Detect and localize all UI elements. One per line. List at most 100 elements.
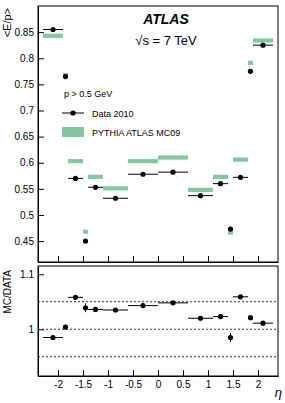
y-tick-mark	[38, 84, 44, 85]
legend-label: Data 2010	[92, 109, 134, 119]
x-tick	[258, 256, 259, 262]
x-tick-label: 0	[156, 379, 162, 390]
x-tick-mark	[233, 370, 234, 376]
legend-swatch	[62, 127, 84, 137]
x-tick	[108, 256, 109, 262]
y-tick-mark	[38, 329, 44, 330]
data-point	[218, 314, 223, 319]
y-tick-mark	[38, 137, 44, 138]
x-tick-label: 1.5	[227, 379, 241, 390]
y-tick-mark	[38, 215, 44, 216]
y-tick-mark	[38, 58, 44, 59]
x-tick-label: -0.5	[125, 379, 143, 390]
mc-box	[128, 159, 158, 163]
y-tick: 0.75	[15, 79, 44, 90]
subtitle: √s = 7 TeV	[135, 33, 197, 48]
x-tick-mark	[183, 256, 184, 262]
frame	[38, 266, 278, 376]
data-point	[260, 43, 265, 48]
x-tick-mark	[233, 256, 234, 262]
title: ATLAS	[142, 11, 189, 27]
x-tick	[183, 256, 184, 262]
y-axis: 0.450.50.550.60.650.70.750.80.85	[15, 7, 44, 263]
y-tick-mark	[38, 241, 44, 242]
y-tick-label: 0.7	[20, 105, 34, 116]
x-tick-mark	[258, 256, 259, 262]
x-tick-mark	[183, 370, 184, 376]
y-tick: 0.85	[15, 27, 44, 38]
mc-box	[213, 175, 228, 179]
data-point	[63, 324, 68, 329]
data-point	[238, 175, 243, 180]
y-tick-label: 0.6	[20, 157, 34, 168]
y-tick: 1.1	[20, 269, 44, 280]
x-tick-mark	[208, 370, 209, 376]
x-tick-label: 2	[256, 379, 262, 390]
x-tick-mark	[83, 256, 84, 262]
y-axis-title: <E/p>	[1, 8, 13, 37]
x-tick: -2	[54, 370, 63, 390]
y-tick-label: 0.75	[15, 79, 35, 90]
x-tick: -1	[104, 370, 113, 390]
y-axis-title: MC/DATA	[2, 270, 13, 314]
x-tick	[158, 256, 159, 262]
reference-line	[38, 329, 278, 330]
legend-swatch	[70, 110, 75, 115]
data-point	[238, 294, 243, 299]
y-tick-label: 0.65	[15, 131, 35, 142]
mc-box	[68, 159, 83, 163]
data-point	[170, 300, 175, 305]
mc-box	[188, 188, 213, 192]
x-axis-line	[39, 262, 279, 263]
legend: Data 2010 PYTHIA ATLAS MC09	[62, 109, 180, 138]
data-point	[93, 185, 98, 190]
mc-box	[103, 186, 128, 190]
x-tick-label: -2	[54, 379, 63, 390]
y-tick: 0.5	[20, 210, 44, 221]
chart: 0.450.50.550.60.650.70.750.80.85ATLAS√s …	[0, 0, 285, 403]
x-tick-mark	[83, 370, 84, 376]
data-point	[50, 335, 55, 340]
reference-line	[38, 356, 278, 357]
data-point	[73, 176, 78, 181]
y-axis-line	[38, 7, 39, 263]
x-tick	[233, 256, 234, 262]
x-tick-mark	[158, 256, 159, 262]
x-tick-mark	[58, 256, 59, 262]
x-tick-mark	[108, 370, 109, 376]
data-point	[218, 181, 223, 186]
x-tick-label: -1	[104, 379, 113, 390]
mc-box	[233, 158, 248, 162]
data-point	[228, 226, 233, 231]
data-point	[170, 170, 175, 175]
y-tick: 0.6	[20, 157, 44, 168]
data-point	[140, 303, 145, 308]
mc-box	[43, 34, 63, 38]
x-tick: 0	[156, 370, 162, 390]
mc-box	[253, 38, 273, 42]
panel-1: 11.1-2-1.5-1-0.500.511.52MC/DATAη	[2, 266, 282, 400]
legend-item: Data 2010	[62, 109, 134, 119]
y-tick-label: 1.1	[20, 269, 34, 280]
x-tick: -1.5	[75, 370, 93, 390]
x-tick-label: -1.5	[75, 379, 93, 390]
plot-area	[38, 294, 278, 357]
y-tick-label: 0.5	[20, 210, 34, 221]
x-tick: 0.5	[177, 370, 191, 390]
x-tick-mark	[133, 256, 134, 262]
x-tick	[83, 256, 84, 262]
legend-item: PYTHIA ATLAS MC09	[62, 127, 180, 138]
data-point	[83, 305, 88, 310]
x-tick	[208, 256, 209, 262]
y-tick-label: 0.55	[15, 184, 35, 195]
x-tick: 2	[256, 370, 262, 390]
data-point	[73, 295, 78, 300]
x-axis	[39, 256, 279, 263]
y-tick-mark	[38, 163, 44, 164]
x-axis: -2-1.5-1-0.500.511.52	[39, 370, 279, 390]
y-tick-mark	[38, 274, 44, 275]
x-tick	[58, 256, 59, 262]
x-tick: 1.5	[227, 370, 241, 390]
data-point	[140, 172, 145, 177]
data-point	[83, 239, 88, 244]
